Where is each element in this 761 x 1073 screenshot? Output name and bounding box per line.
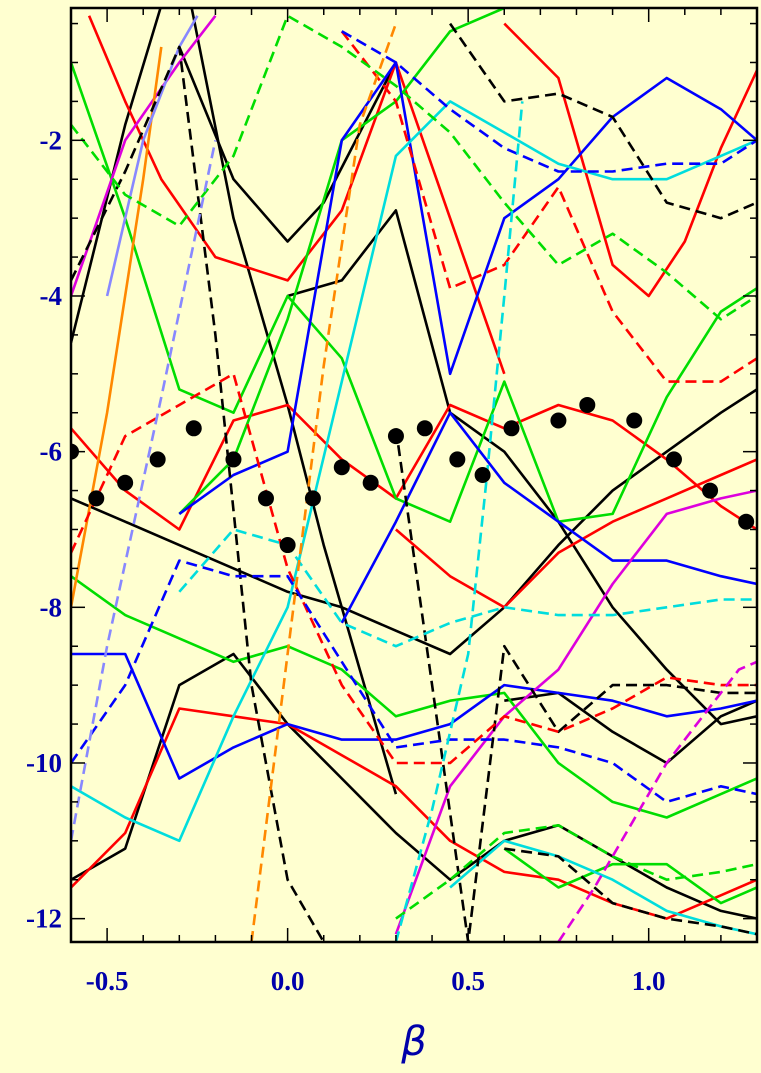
series-line-9 — [503, 22, 757, 298]
series-line-33 — [71, 559, 757, 804]
series-line-26 — [394, 428, 757, 942]
series-line-17 — [178, 61, 757, 515]
y-tick-label: -4 — [40, 281, 63, 311]
series-line-4 — [287, 209, 757, 726]
series-line-24 — [105, 15, 199, 297]
series-line-12 — [71, 62, 757, 524]
x-tick-label: 0.5 — [451, 966, 485, 996]
series-line-16 — [71, 652, 757, 780]
series-line-37 — [557, 660, 757, 942]
series-line-29 — [71, 372, 757, 765]
marker-dot-2 — [88, 490, 105, 507]
series-line-22 — [71, 15, 217, 297]
marker-dot-8 — [279, 537, 296, 554]
series-line-38 — [250, 23, 398, 942]
marker-dot-13 — [416, 420, 433, 437]
plot-frame — [69, 6, 759, 944]
marker-dot-17 — [550, 412, 567, 429]
series-line-7 — [71, 403, 757, 531]
series-line-5 — [71, 652, 757, 920]
series-line-25 — [71, 45, 325, 942]
x-axis-title: β — [400, 1019, 427, 1065]
series-line-31 — [71, 14, 757, 321]
marker-dot-21 — [702, 482, 719, 499]
marker-dot-3 — [117, 474, 134, 491]
x-tick-label: 1.0 — [632, 966, 666, 996]
marker-dot-14 — [449, 451, 466, 468]
series-line-21 — [394, 489, 757, 935]
y-tick-label: -8 — [40, 592, 63, 622]
plot-background — [71, 8, 757, 942]
marker-layer — [71, 396, 755, 554]
y-tick-label: -10 — [26, 748, 62, 778]
marker-dot-7 — [257, 490, 274, 507]
series-line-2 — [71, 8, 398, 795]
y-tick-label: -2 — [40, 125, 63, 155]
marker-dot-5 — [185, 420, 202, 437]
series-line-27 — [504, 847, 757, 936]
series-line-36 — [394, 101, 524, 942]
series-line-28 — [449, 22, 757, 220]
series-line-19 — [71, 100, 757, 843]
series-line-13 — [71, 575, 757, 819]
series-line-3 — [178, 46, 398, 243]
marker-dot-11 — [362, 474, 379, 491]
y-tick-label: -6 — [40, 437, 63, 467]
marker-dot-15 — [474, 467, 491, 483]
marker-dot-16 — [503, 420, 520, 437]
marker-dot-9 — [304, 490, 321, 507]
series-line-30 — [340, 30, 757, 383]
marker-dot-6 — [225, 451, 242, 468]
series-layer — [71, 8, 757, 942]
series-line-18 — [340, 411, 757, 624]
marker-dot-19 — [626, 412, 643, 429]
marker-dot-22 — [738, 513, 755, 530]
series-line-1 — [71, 388, 757, 656]
series-line-32 — [395, 823, 757, 920]
marker-dot-12 — [387, 428, 404, 445]
series-line-35 — [178, 528, 757, 648]
series-line-11 — [395, 458, 757, 609]
y-tick-label: -12 — [26, 904, 62, 934]
marker-dot-10 — [333, 459, 350, 476]
label-layer: -0.5 0.0 0.5 1.0 -2 -4 -6 -8 -10 -12 — [26, 125, 666, 996]
series-line-8 — [87, 15, 506, 375]
series-line-15 — [503, 847, 757, 905]
marker-dot-20 — [665, 451, 682, 468]
series-line-39 — [71, 140, 217, 842]
series-line-6 — [504, 691, 757, 765]
marker-dot-18 — [579, 396, 596, 413]
x-tick-label: 0.0 — [271, 966, 305, 996]
series-line-23 — [71, 46, 163, 608]
series-line-20 — [449, 839, 757, 936]
marker-dot-4 — [149, 451, 166, 468]
x-tick-label: -0.5 — [86, 966, 129, 996]
series-line-34 — [341, 30, 757, 173]
